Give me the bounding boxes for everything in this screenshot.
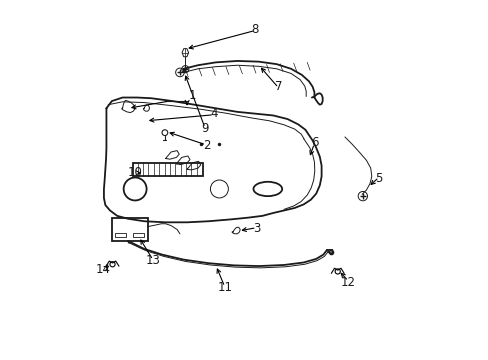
Text: 5: 5 — [374, 172, 382, 185]
Text: 9: 9 — [201, 122, 208, 135]
Bar — [133, 233, 144, 237]
Bar — [115, 233, 126, 237]
Text: 13: 13 — [145, 254, 160, 267]
Text: 8: 8 — [251, 23, 259, 36]
Text: 2: 2 — [203, 139, 210, 152]
Bar — [112, 218, 147, 241]
Text: 6: 6 — [310, 136, 318, 149]
Text: 10: 10 — [127, 166, 142, 179]
Text: 7: 7 — [274, 80, 282, 93]
Text: 1: 1 — [188, 89, 196, 102]
Text: 12: 12 — [340, 276, 355, 289]
Bar — [133, 163, 203, 176]
Text: 11: 11 — [217, 281, 232, 294]
Text: 3: 3 — [253, 222, 260, 235]
Text: 14: 14 — [95, 263, 110, 276]
Text: 4: 4 — [210, 107, 217, 120]
